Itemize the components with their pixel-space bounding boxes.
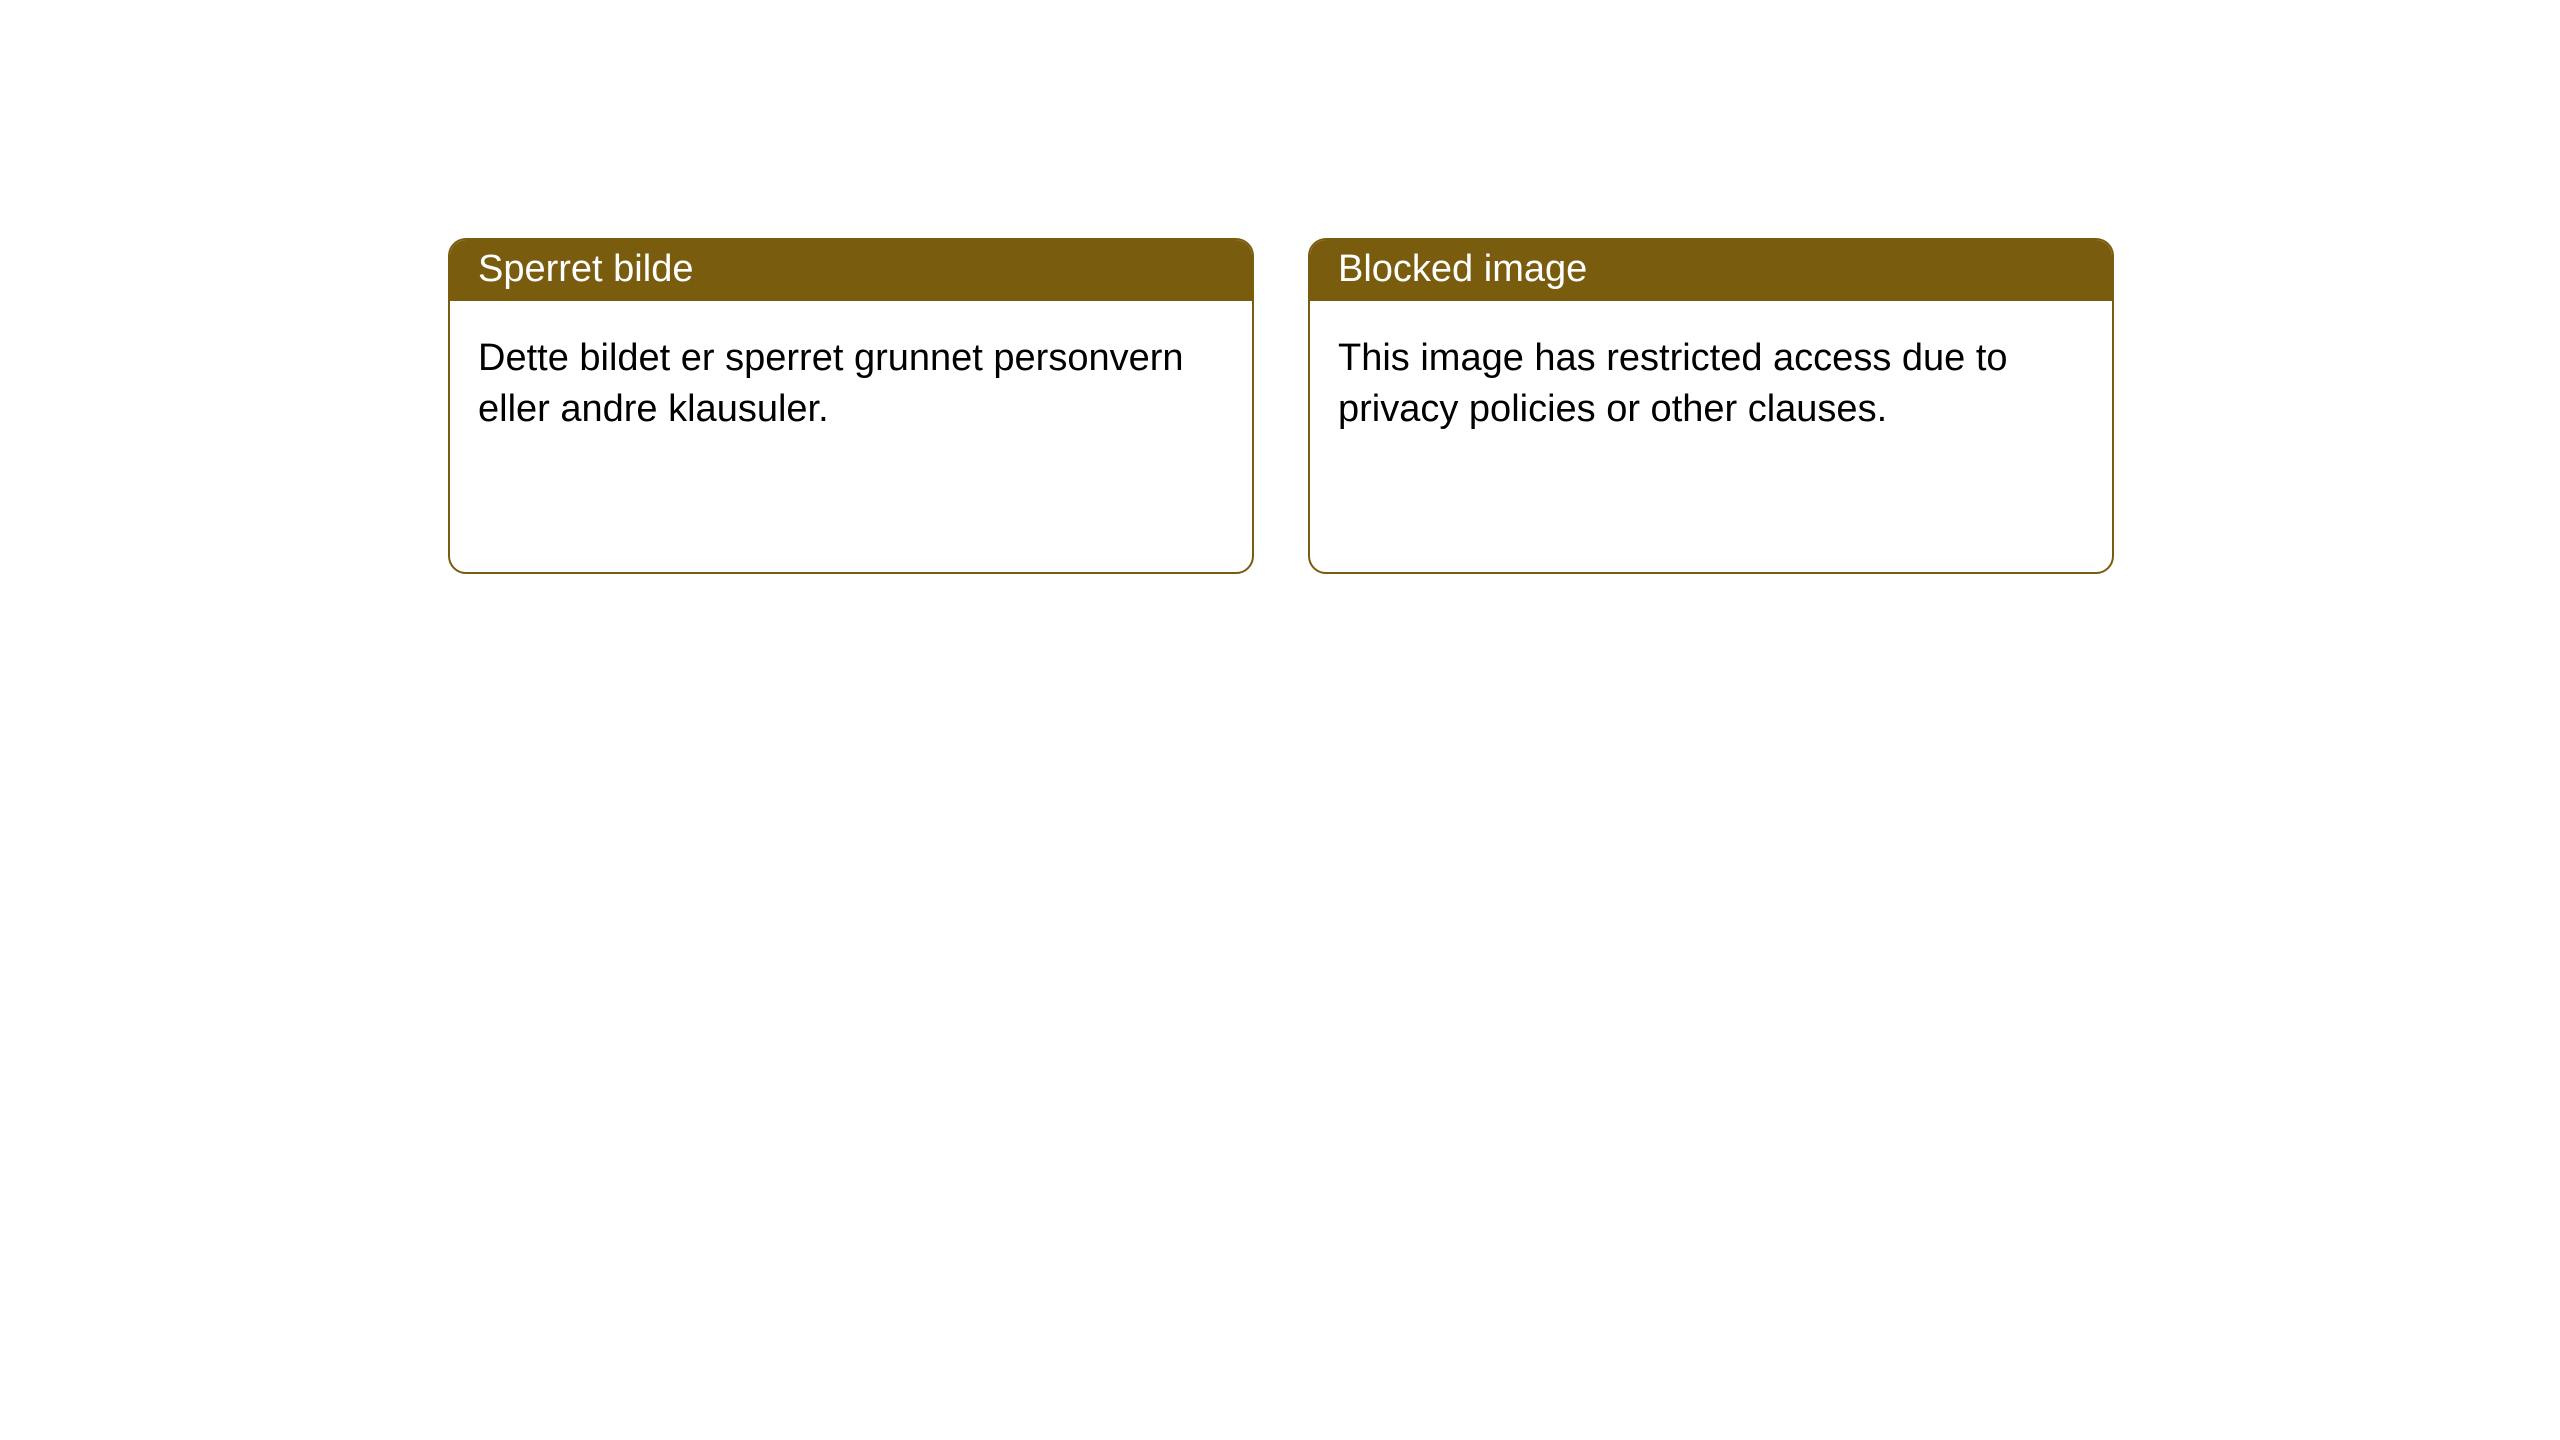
- notice-container: Sperret bilde Dette bildet er sperret gr…: [0, 0, 2560, 574]
- notice-card-english: Blocked image This image has restricted …: [1308, 238, 2114, 574]
- notice-header-norwegian: Sperret bilde: [450, 240, 1252, 301]
- notice-title: Sperret bilde: [478, 248, 693, 290]
- notice-message: Dette bildet er sperret grunnet personve…: [478, 337, 1184, 430]
- notice-body-norwegian: Dette bildet er sperret grunnet personve…: [450, 301, 1252, 468]
- notice-body-english: This image has restricted access due to …: [1310, 301, 2112, 468]
- notice-header-english: Blocked image: [1310, 240, 2112, 301]
- notice-message: This image has restricted access due to …: [1338, 337, 2008, 430]
- notice-card-norwegian: Sperret bilde Dette bildet er sperret gr…: [448, 238, 1254, 574]
- notice-title: Blocked image: [1338, 248, 1587, 290]
